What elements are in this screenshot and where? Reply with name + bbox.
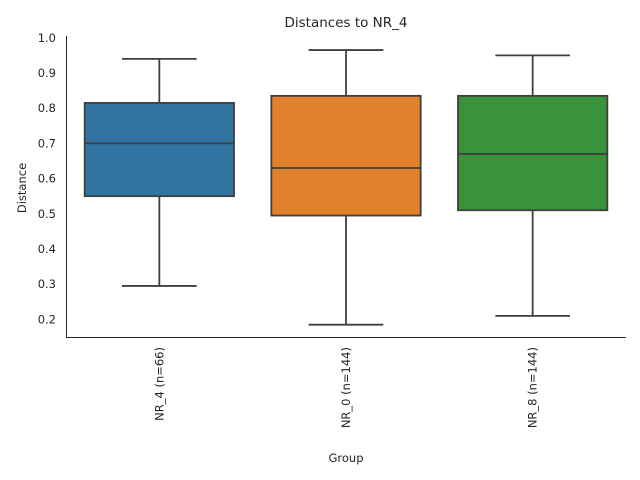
y-axis-label: Distance <box>15 163 29 213</box>
x-ticks: NR_4 (n=66) NR_0 (n=144) NR_8 (n=144) <box>152 347 539 428</box>
box-1 <box>270 49 422 326</box>
y-tick-label: 0.7 <box>38 136 56 150</box>
box-2 <box>457 54 609 317</box>
x-tick-label: NR_8 (n=144) <box>526 347 540 428</box>
y-ticks: 0.2 0.3 0.4 0.5 0.6 0.7 0.8 0.9 1.0 <box>38 31 56 327</box>
y-tick-label: 0.3 <box>38 277 56 291</box>
x-axis-label: Group <box>328 451 363 465</box>
y-tick-label: 0.9 <box>38 66 56 80</box>
y-tick-label: 0.4 <box>38 242 56 256</box>
y-tick-label: 0.8 <box>38 101 56 115</box>
y-tick-label: 0.5 <box>38 207 56 221</box>
chart-title: Distances to NR_4 <box>284 15 407 31</box>
y-tick-label: 1.0 <box>38 31 56 45</box>
iqr-box <box>270 94 422 217</box>
x-tick-label: NR_0 (n=144) <box>339 347 353 428</box>
iqr-box <box>83 101 235 198</box>
plot-area <box>83 49 609 326</box>
y-tick-label: 0.6 <box>38 172 56 186</box>
y-tick-label: 0.2 <box>38 312 56 326</box>
x-tick-label: NR_4 (n=66) <box>152 347 166 421</box>
box-0 <box>83 57 235 287</box>
